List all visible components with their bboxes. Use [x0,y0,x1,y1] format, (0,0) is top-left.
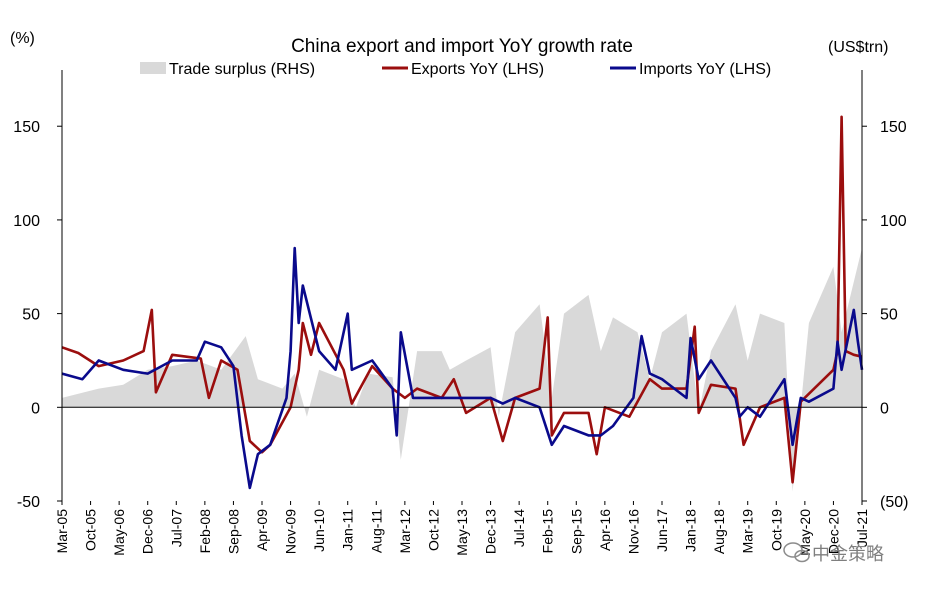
x-tick-label: Feb-15 [540,509,556,554]
legend-label-trade-surplus: Trade surplus (RHS) [169,61,315,78]
x-tick-label: May-20 [797,509,813,556]
right-axis-unit: (US$trn) [828,39,888,56]
x-tick-label: Oct-12 [425,509,441,551]
x-tick-label: Apr-09 [254,509,270,551]
x-tick-label: Aug-11 [368,509,384,553]
series-line-exports-yoy-lhs [61,115,863,484]
left-axis-unit: (%) [10,30,35,47]
x-tick-label: May-06 [111,509,127,556]
left-tick-label: 0 [31,400,40,417]
x-tick-label: Oct-19 [768,509,784,551]
series-lines-layer [61,115,864,490]
axes-layer: 150 100 50 0 -50 150 100 50 0 (50) Mar-05 Oct-05 May… [13,70,908,556]
watermark: 中金策略 [783,542,884,564]
x-tick-label: Jun-10 [311,509,327,552]
legend-label-exports: Exports YoY (LHS) [411,61,544,78]
x-tick-label: Nov-16 [625,509,641,554]
series-line-imports-yoy-lhs [61,246,864,490]
x-tick-label: Apr-16 [597,509,613,551]
x-tick-label: Sep-15 [568,509,584,554]
legend: Trade surplus (RHS) Exports YoY (LHS) Im… [140,61,771,78]
x-tick-label: Dec-20 [825,509,841,554]
x-tick-label: Jan-18 [683,509,699,552]
left-tick-label: -50 [17,494,40,511]
x-tick-label: Dec-06 [140,509,156,554]
right-tick-label: (50) [880,494,908,511]
series-area-trade-surplus-rhs [62,248,862,492]
x-tick-label: Sep-08 [225,509,241,554]
left-tick-label: 50 [22,307,40,324]
x-tick-label: Aug-18 [711,509,727,554]
legend-swatch-trade-surplus [140,62,166,74]
x-tick-label: Nov-09 [283,509,299,554]
x-tick-label: Oct-05 [83,509,99,551]
x-tick-label: Dec-13 [483,509,499,554]
right-tick-label: 0 [880,400,889,417]
x-tick-label: May-13 [454,509,470,556]
chart-title: China export and import YoY growth rate [291,36,633,57]
x-tick-label: Jun-17 [654,509,670,552]
watermark-text: 中金策略 [812,544,884,564]
wechat-icon [783,542,810,563]
x-tick-label: Mar-12 [397,509,413,554]
left-tick-label: 150 [13,119,40,136]
x-tick-label: Mar-05 [54,509,70,554]
legend-label-imports: Imports YoY (LHS) [639,61,771,78]
x-tick-label: Jul-07 [168,509,184,547]
x-tick-label: Feb-08 [197,509,213,554]
right-tick-label: 100 [880,213,907,230]
right-tick-label: 50 [880,307,898,324]
x-tick-label: Jul-14 [511,509,527,547]
x-tick-label: Jan-11 [340,509,356,551]
left-tick-label: 100 [13,213,40,230]
trade-surplus-area-layer [62,248,862,492]
right-tick-label: 150 [880,119,907,136]
x-tick-label: Mar-19 [740,509,756,554]
x-tick-label: Jul-21 [854,509,870,547]
